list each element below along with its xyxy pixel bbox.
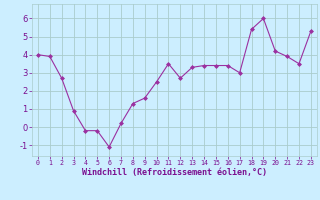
X-axis label: Windchill (Refroidissement éolien,°C): Windchill (Refroidissement éolien,°C) <box>82 168 267 177</box>
